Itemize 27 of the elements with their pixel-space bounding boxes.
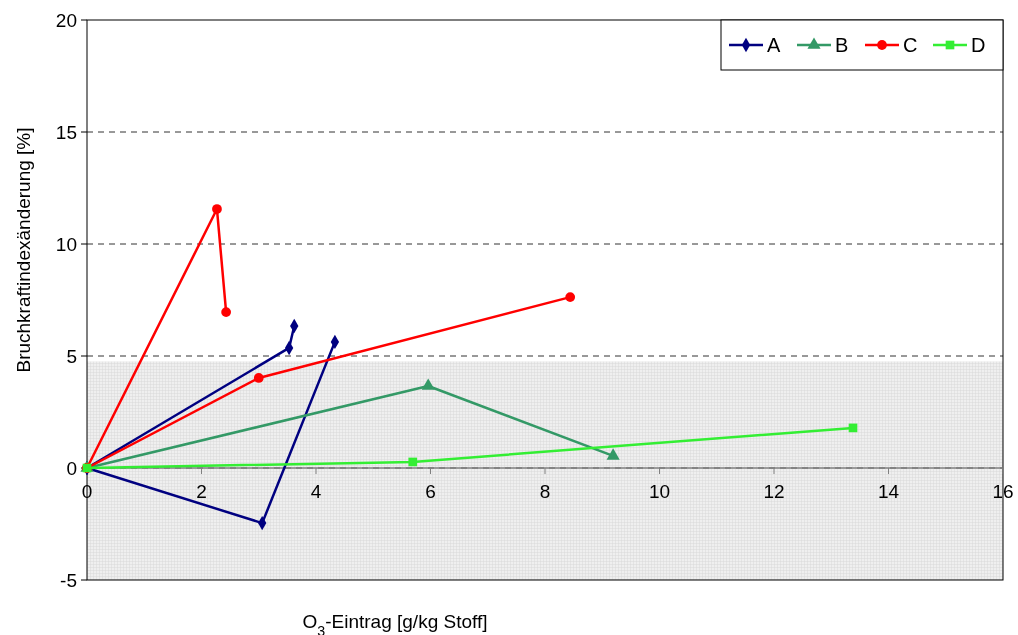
point bbox=[606, 448, 620, 460]
legend-label: C bbox=[903, 34, 918, 56]
legend-label: A bbox=[767, 34, 781, 56]
y-tick-label: 10 bbox=[55, 234, 77, 255]
point bbox=[408, 457, 418, 467]
x-tick-label: 6 bbox=[425, 481, 436, 502]
point bbox=[212, 204, 222, 214]
x-tick-label: 4 bbox=[310, 481, 322, 502]
y-tick-label: 20 bbox=[55, 10, 77, 31]
y-tick-label: 5 bbox=[66, 346, 77, 367]
point bbox=[253, 373, 264, 383]
legend-label: B bbox=[835, 34, 849, 56]
x-tick-label: 12 bbox=[763, 481, 785, 502]
y-axis-title: Bruchkraftindexänderung [%] bbox=[13, 127, 34, 373]
x-tick-label: 8 bbox=[539, 481, 551, 502]
legend-label: D bbox=[971, 34, 986, 56]
x-tick-label: 2 bbox=[196, 481, 207, 502]
x-tick-label: 16 bbox=[992, 481, 1014, 502]
y-tick-label: 15 bbox=[55, 122, 77, 143]
x-tick-label: 10 bbox=[648, 481, 671, 502]
y-tick-label: 0 bbox=[66, 458, 77, 479]
y-tick-label: -5 bbox=[60, 570, 77, 591]
x-tick-label: 0 bbox=[81, 481, 93, 502]
x-tick-label: 14 bbox=[877, 481, 900, 502]
point bbox=[421, 378, 435, 390]
point bbox=[221, 307, 231, 317]
point bbox=[565, 292, 576, 302]
